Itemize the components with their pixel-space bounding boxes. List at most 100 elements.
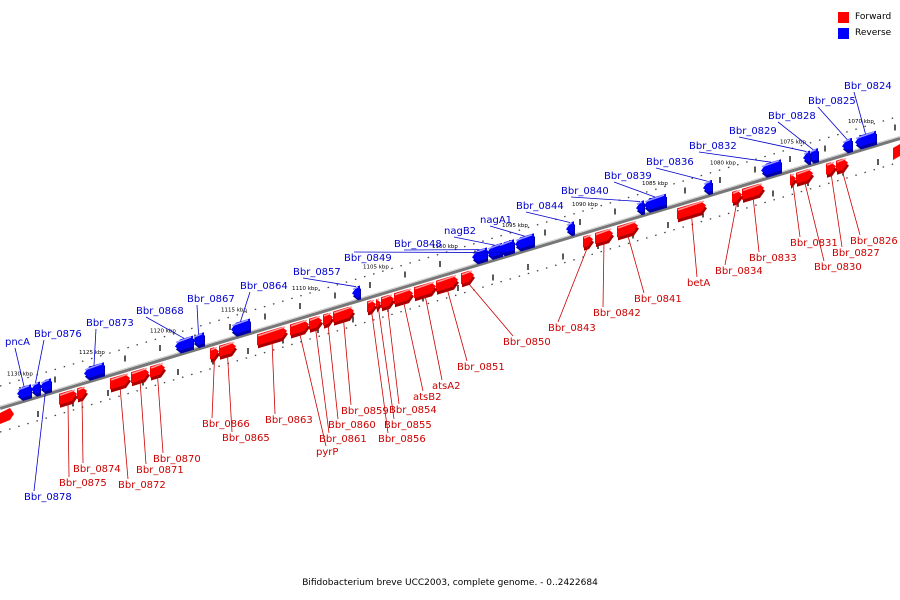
gene-arrow[interactable]	[515, 233, 534, 249]
gene-label[interactable]: Bbr_0856	[378, 434, 426, 445]
gene-Bbr_0861[interactable]: Bbr_0861	[309, 315, 367, 445]
gene-arrow[interactable]	[333, 306, 354, 323]
gene-arrow[interactable]	[193, 332, 204, 346]
gene-label[interactable]: Bbr_0828	[768, 111, 816, 122]
gene-label[interactable]: Bbr_0857	[293, 267, 341, 278]
gene-Bbr_0825[interactable]: Bbr_0825	[808, 96, 856, 154]
gene-Bbr_0844[interactable]: Bbr_0844	[516, 201, 575, 237]
gene-Bbr_0829[interactable]: Bbr_0829	[729, 126, 811, 166]
gene-arrow[interactable]	[231, 318, 250, 334]
gene-arrow[interactable]	[40, 378, 51, 391]
gene-Bbr_0841[interactable]: Bbr_0841	[617, 220, 682, 305]
gene-Bbr_0856[interactable]: Bbr_0856	[367, 299, 426, 445]
gene-label[interactable]: Bbr_0867	[187, 294, 235, 305]
gene-label[interactable]: Bbr_0860	[328, 420, 376, 431]
gene-Bbr_0863[interactable]: Bbr_0863	[257, 326, 313, 426]
gene-arrow[interactable]	[31, 381, 40, 394]
gene-Bbr_0842[interactable]: Bbr_0842	[593, 228, 641, 319]
gene-label[interactable]: Bbr_0849	[344, 253, 392, 264]
gene-label[interactable]: Bbr_0872	[118, 480, 166, 491]
gene-label[interactable]: Bbr_0855	[384, 420, 432, 431]
gene-arrow[interactable]	[566, 221, 574, 234]
gene-label[interactable]: Bbr_0864	[240, 281, 288, 292]
gene-arrow[interactable]	[677, 201, 706, 220]
gene-label[interactable]: Bbr_0840	[561, 186, 609, 197]
gene-label[interactable]: Bbr_0830	[814, 262, 862, 273]
gene-label[interactable]: pncA	[5, 337, 30, 348]
gene-Bbr_0832[interactable]: Bbr_0832	[689, 141, 782, 178]
gene-arrow[interactable]	[742, 183, 764, 200]
gene-label[interactable]: Bbr_0868	[136, 306, 184, 317]
gene-label[interactable]: Bbr_0863	[265, 415, 313, 426]
gene-pyrP[interactable]: pyrP	[290, 319, 338, 458]
gene-arrow[interactable]	[842, 137, 852, 151]
gene-label[interactable]: Bbr_0841	[634, 294, 682, 305]
gene-arrow[interactable]	[472, 247, 487, 262]
gene-arrow[interactable]	[703, 179, 712, 193]
gene-Bbr_0875[interactable]: Bbr_0875	[59, 389, 107, 489]
gene-label[interactable]: Bbr_0843	[548, 323, 596, 334]
gene-label[interactable]: Bbr_0866	[202, 419, 250, 430]
gene-arrow[interactable]	[210, 347, 219, 360]
gene-arrow[interactable]	[644, 193, 666, 210]
gene-Bbr_0840[interactable]: Bbr_0840	[561, 186, 645, 216]
gene-atsA2[interactable]: atsA2	[414, 281, 460, 392]
gene-Bbr_0860[interactable]: Bbr_0860	[323, 312, 376, 431]
gene-label[interactable]: Bbr_0875	[59, 478, 107, 489]
gene-Bbr_0874[interactable]: Bbr_0874	[73, 386, 121, 475]
gene-label[interactable]: Bbr_0825	[808, 96, 856, 107]
gene-arrow[interactable]	[436, 275, 458, 292]
gene-Bbr_0871[interactable]: Bbr_0871	[131, 367, 184, 476]
gene-label[interactable]: Bbr_0833	[749, 253, 797, 264]
gene-Bbr_0843[interactable]: Bbr_0843	[548, 234, 596, 334]
gene-label[interactable]: Bbr_0834	[715, 266, 763, 277]
gene-label[interactable]: nagB2	[444, 226, 476, 237]
gene-label[interactable]: Bbr_0827	[832, 248, 880, 259]
gene-label[interactable]: Bbr_0878	[24, 492, 72, 503]
gene-Bbr_0870[interactable]: Bbr_0870	[150, 362, 201, 466]
gene-label[interactable]: Bbr_0829	[729, 126, 777, 137]
gene-label[interactable]: Bbr_0831	[790, 238, 838, 249]
gene-label[interactable]: Bbr_0839	[604, 171, 652, 182]
gene-Bbr_0828[interactable]: Bbr_0828	[768, 111, 819, 164]
gene-Bbr_0826[interactable]: Bbr_0826	[836, 157, 898, 247]
gene-Bbr_0833[interactable]: Bbr_0833	[742, 183, 797, 264]
gene-Bbr_0850[interactable]: Bbr_0850	[461, 270, 551, 348]
gene-arrow[interactable]	[175, 335, 193, 351]
gene-atsB2[interactable]: atsB2	[394, 288, 441, 403]
gene-arrow[interactable]	[257, 326, 287, 346]
gene-label[interactable]: Bbr_0826	[850, 236, 898, 247]
gene-Bbr_0830[interactable]: Bbr_0830	[796, 168, 862, 273]
gene-label[interactable]: Bbr_0865	[222, 433, 270, 444]
gene-pncA[interactable]: pncA	[5, 337, 32, 401]
gene-nagA1[interactable]: nagA1	[480, 215, 535, 252]
gene-label[interactable]: nagA1	[480, 215, 512, 226]
gene-betA[interactable]: betA	[677, 200, 710, 289]
gene-label[interactable]: pyrP	[316, 447, 338, 458]
gene-label[interactable]: Bbr_0836	[646, 157, 694, 168]
gene-arrow[interactable]	[499, 239, 514, 254]
gene-label[interactable]: Bbr_0848	[394, 239, 442, 250]
gene-label[interactable]: Bbr_0876	[34, 329, 82, 340]
gene-label[interactable]: atsA2	[432, 381, 460, 392]
gene-label[interactable]: Bbr_0851	[457, 362, 505, 373]
gene-arrow[interactable]	[790, 174, 796, 186]
gene-arrow[interactable]	[761, 159, 781, 175]
gene-label[interactable]: Bbr_0844	[516, 201, 564, 212]
gene-label[interactable]: Bbr_0861	[319, 434, 367, 445]
gene-arrow[interactable]	[376, 298, 381, 310]
gene-nagB2[interactable]: nagB2	[444, 226, 503, 260]
gene-arrow[interactable]	[855, 130, 876, 147]
gene-Bbr_0859[interactable]: Bbr_0859	[333, 306, 389, 417]
gene-label[interactable]: Bbr_0874	[73, 464, 121, 475]
gene-label[interactable]: Bbr_0870	[153, 454, 201, 465]
gene-arrow[interactable]	[487, 242, 502, 257]
gene-arrow[interactable]	[352, 285, 360, 298]
gene-arrow[interactable]	[636, 200, 644, 213]
gene-Bbr_0857[interactable]: Bbr_0857	[293, 267, 361, 301]
gene-Bbr_0878[interactable]: Bbr_0878	[24, 378, 72, 503]
gene-Bbr_0831[interactable]: Bbr_0831	[790, 173, 838, 249]
gene-label[interactable]: Bbr_0832	[689, 141, 737, 152]
gene-Bbr_0836[interactable]: Bbr_0836	[646, 157, 713, 196]
gene-label[interactable]: Bbr_0873	[86, 318, 134, 329]
